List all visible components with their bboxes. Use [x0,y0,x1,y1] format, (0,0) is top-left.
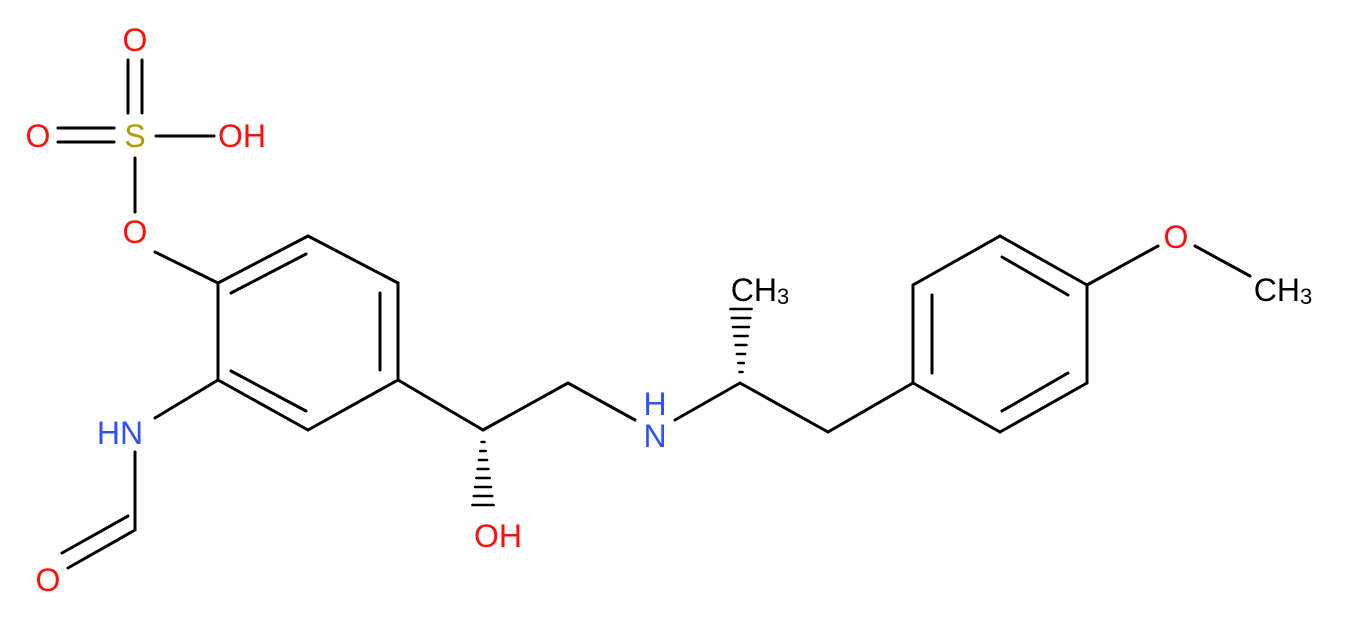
atom-label: CH3 [1254,272,1312,309]
bond [1085,244,1160,287]
atom-subscript: 3 [777,284,789,309]
bond [153,250,220,285]
atom-label: N [643,418,666,454]
bond [216,378,310,432]
atom-label: OH [218,118,266,154]
atom-label: O [123,214,148,250]
bond [566,381,637,422]
atom-label: CH3 [731,272,789,309]
atom-label: OH [474,518,522,554]
atom-text: CH [1254,272,1300,308]
atom-label: O [36,562,61,598]
atom-label: H [643,386,666,422]
bond [229,252,308,295]
bond [396,378,485,432]
bond [1000,371,1070,413]
bond [216,234,310,285]
atom-subscript: 3 [1300,284,1312,309]
atom-label: O [26,118,51,154]
bond [738,381,830,434]
bond [481,381,570,432]
atom-label: HN [97,415,143,451]
bond [673,381,742,422]
atom-label: O [123,22,148,58]
bond [998,234,1089,287]
bond [60,514,130,555]
atom-label: O [1164,219,1189,255]
bond [153,378,220,420]
bond [306,234,400,285]
atom-text: CH [731,272,777,308]
bond [911,381,1002,434]
bond [1000,255,1070,297]
bond [826,381,915,434]
bond [998,381,1089,434]
bond [66,528,137,570]
atom-label: S [124,118,145,154]
bond [229,369,308,413]
bond [306,378,400,432]
bonds [56,58,1252,570]
bond [911,234,1002,287]
bond [1193,244,1252,278]
